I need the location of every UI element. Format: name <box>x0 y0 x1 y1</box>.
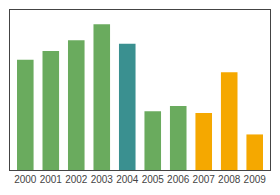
svg-text:2000: 2000 <box>14 174 37 185</box>
svg-text:2009: 2009 <box>244 174 267 185</box>
svg-text:2008: 2008 <box>218 174 241 185</box>
svg-text:2003: 2003 <box>91 174 114 185</box>
svg-text:2007: 2007 <box>193 174 216 185</box>
svg-text:2006: 2006 <box>167 174 190 185</box>
svg-text:2001: 2001 <box>40 174 63 185</box>
svg-text:2004: 2004 <box>116 174 139 185</box>
svg-text:2002: 2002 <box>65 174 88 185</box>
svg-text:2005: 2005 <box>142 174 165 185</box>
